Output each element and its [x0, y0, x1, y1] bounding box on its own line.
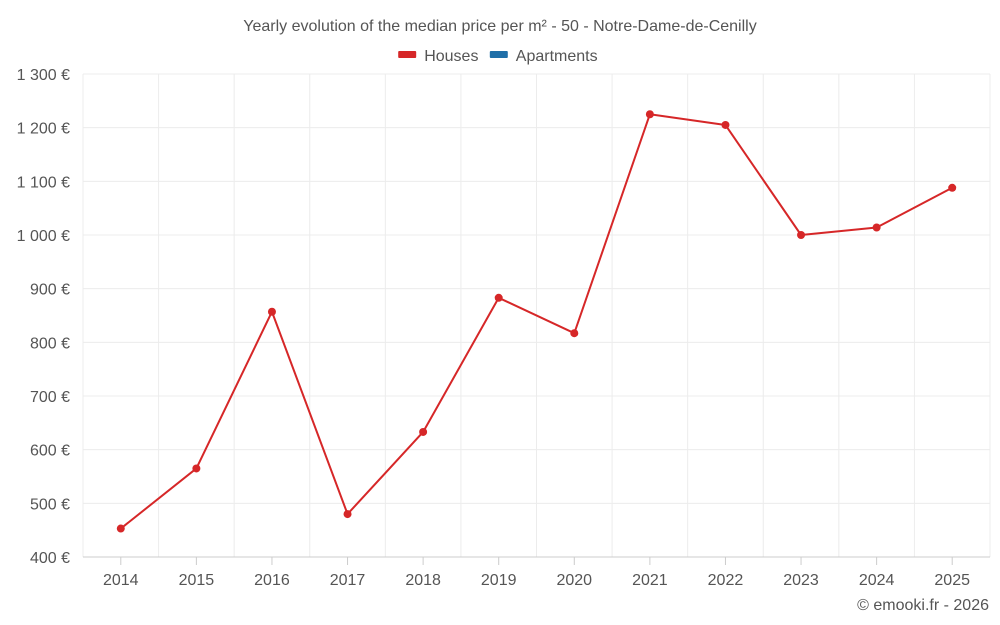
- legend: Houses Apartments: [398, 48, 598, 65]
- y-tick-label: 1 200 €: [17, 121, 70, 138]
- x-tick-label: 2020: [556, 572, 592, 589]
- chart-title: Yearly evolution of the median price per…: [243, 18, 756, 35]
- y-tick-label: 700 €: [30, 389, 70, 406]
- x-tick-label: 2015: [179, 572, 215, 589]
- x-tick-label: 2014: [103, 572, 139, 589]
- legend-label: Apartments: [516, 48, 598, 65]
- data-point-houses[interactable]: [419, 427, 428, 436]
- y-tick-label: 600 €: [30, 443, 70, 460]
- x-tick-label: 2023: [783, 572, 819, 589]
- y-tick-label: 1 100 €: [17, 174, 70, 191]
- y-tick-label: 500 €: [30, 496, 70, 513]
- data-point-houses[interactable]: [494, 293, 503, 302]
- legend-item-apartments[interactable]: Apartments: [489, 48, 598, 65]
- legend-swatch: [398, 51, 417, 58]
- x-tick-label: 2018: [405, 572, 441, 589]
- y-tick-label: 1 000 €: [17, 228, 70, 245]
- series-line-houses: [120, 113, 953, 530]
- x-tick-label: 2022: [708, 572, 744, 589]
- grid: [82, 73, 991, 557]
- legend-item-houses[interactable]: Houses: [398, 48, 478, 65]
- data-point-houses[interactable]: [872, 223, 881, 232]
- data-point-houses[interactable]: [343, 510, 352, 519]
- y-axis: 400 € 500 € 600 € 700 € 800 € 900 € 1 000 € 1 1…: [17, 67, 70, 567]
- y-tick-label: 800 €: [30, 335, 70, 352]
- x-tick-label: 2017: [330, 572, 366, 589]
- x-tick-label: 2025: [934, 572, 970, 589]
- data-point-houses[interactable]: [570, 329, 579, 338]
- x-tick-label: 2024: [859, 572, 895, 589]
- y-tick-label: 900 €: [30, 282, 70, 299]
- x-axis: 2014 2015 2016 2017 2018 2019 2020 2021 2022 2023…: [83, 556, 990, 589]
- x-tick-label: 2019: [481, 572, 517, 589]
- x-tick-label: 2016: [254, 572, 290, 589]
- y-tick-label: 1 300 €: [17, 67, 70, 84]
- x-tick-label: 2021: [632, 572, 668, 589]
- data-point-houses[interactable]: [267, 307, 276, 316]
- data-point-houses[interactable]: [645, 110, 654, 119]
- series-layer: [116, 110, 957, 533]
- data-point-houses[interactable]: [192, 464, 201, 473]
- y-tick-label: 400 €: [30, 550, 70, 567]
- legend-label: Houses: [424, 48, 478, 65]
- legend-swatch: [489, 51, 508, 58]
- credit-text: © emooki.fr - 2026: [857, 597, 989, 614]
- data-point-houses[interactable]: [721, 120, 730, 129]
- data-point-houses[interactable]: [948, 183, 957, 192]
- data-point-houses[interactable]: [116, 524, 125, 533]
- data-point-houses[interactable]: [797, 231, 806, 239]
